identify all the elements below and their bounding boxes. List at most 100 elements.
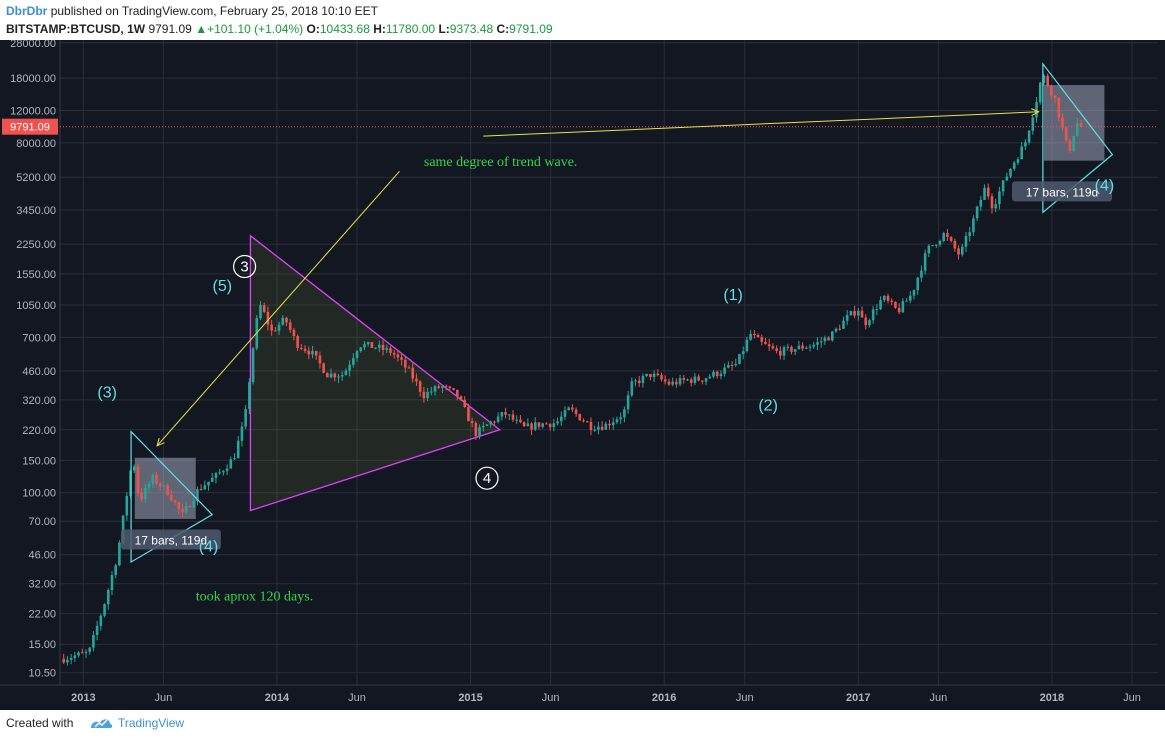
candle-body: [366, 342, 370, 345]
candle-body: [181, 508, 184, 513]
tradingview-brand[interactable]: TradingView: [118, 716, 185, 730]
candle-body: [140, 492, 143, 500]
candle-body: [912, 289, 916, 296]
candle-body: [177, 502, 181, 509]
candle-body: [485, 424, 489, 426]
candle-body: [262, 305, 266, 312]
low-label: L:: [438, 22, 450, 36]
candle-body: [1076, 123, 1079, 136]
candle-body: [879, 300, 882, 310]
open-label: O:: [306, 22, 320, 36]
candle-body: [901, 301, 905, 313]
candle-body: [998, 191, 1001, 205]
candle-body: [1042, 75, 1046, 83]
y-tick-label: 70.00: [28, 516, 56, 528]
candle-body: [986, 187, 990, 197]
candle-body: [979, 199, 983, 207]
candle-body: [99, 615, 103, 626]
price-chart[interactable]: 28000.0018000.0012000.008000.005200.0034…: [0, 40, 1165, 710]
candle-body: [389, 348, 392, 353]
candle-body: [530, 423, 533, 430]
candle-body: [533, 422, 537, 430]
candle-body: [793, 349, 797, 352]
chart-area[interactable]: 28000.00 18000.00 12000.00 8000.00 5200.00 34…: [0, 40, 1165, 710]
candle-body: [745, 339, 749, 352]
candle-body: [934, 244, 938, 246]
candle-body: [519, 419, 522, 423]
candle-body: [292, 329, 296, 337]
candle-body: [578, 413, 582, 421]
candle-body: [329, 373, 333, 378]
candle-body: [652, 373, 656, 378]
candle-body: [686, 379, 689, 381]
candle-body: [905, 300, 908, 302]
y-tick-label: 5200.00: [16, 172, 56, 184]
y-tick-label: 320.00: [22, 395, 56, 407]
candle-body: [474, 423, 478, 436]
candle-body: [196, 489, 199, 502]
candle-body: [106, 589, 110, 605]
candle-body: [693, 376, 697, 383]
candle-body: [210, 477, 214, 482]
candle-body: [719, 373, 723, 377]
candle-body: [548, 423, 552, 428]
candle-body: [422, 391, 426, 399]
candle-body: [1068, 140, 1072, 151]
candle-body: [1057, 97, 1061, 118]
candle-body: [259, 305, 262, 319]
chart-background: [0, 40, 1165, 710]
y-tick-label: 46.00: [28, 550, 56, 562]
candle-body: [927, 245, 931, 254]
candle-body: [493, 421, 496, 423]
candle-body: [1072, 135, 1075, 151]
high-value: 11780.00: [385, 22, 436, 36]
candle-body: [158, 483, 162, 487]
candle-body: [92, 634, 95, 648]
author-name[interactable]: DbrDbr: [6, 4, 48, 18]
candle-body: [1009, 168, 1012, 177]
candle-body: [374, 347, 377, 349]
yellow-arrow-line: [483, 111, 1039, 137]
candle-body: [931, 245, 934, 247]
candle-body: [155, 474, 158, 484]
candle-body: [741, 351, 745, 354]
candle-body: [853, 311, 856, 316]
candle-body: [1020, 146, 1023, 160]
yellow-arrow-head: [156, 437, 165, 447]
tradingview-logo-icon: [88, 714, 114, 735]
candle-body: [611, 422, 615, 426]
x-tick-label: 2014: [265, 692, 290, 704]
candle-body: [203, 485, 207, 490]
measure-label: 17 bars, 119d: [1026, 185, 1099, 199]
candle-body: [288, 322, 292, 330]
candle-body: [972, 218, 975, 233]
candle-body: [571, 407, 574, 410]
circled-label-ring: [232, 254, 257, 279]
note-text: same degree of trend wave.: [424, 155, 578, 170]
candle-body: [760, 337, 764, 342]
candle-body: [162, 485, 166, 487]
wave-label: (1): [723, 287, 743, 304]
candle-body: [949, 237, 953, 241]
candle-body: [526, 423, 530, 427]
candle-body: [615, 419, 619, 423]
candle-body: [990, 196, 994, 209]
candle-body: [797, 345, 801, 350]
yellow-arrow-head: [1031, 108, 1040, 117]
last-price: 9791.09: [148, 22, 192, 36]
candle-body: [727, 365, 730, 368]
candle-body: [675, 381, 678, 385]
candle-body: [1061, 117, 1064, 128]
candle-body: [920, 270, 923, 278]
candle-body: [749, 333, 752, 340]
candle-body: [370, 342, 374, 348]
last-price-label: 9791.09: [10, 122, 50, 134]
candle-body: [894, 301, 897, 308]
candle-body: [296, 336, 299, 348]
circled-label: 3: [240, 259, 248, 276]
candle-body: [678, 378, 682, 385]
candle-body: [860, 310, 864, 318]
candle-body: [1012, 162, 1016, 169]
measure-label-bg: [120, 529, 221, 550]
candle-body: [556, 421, 559, 424]
